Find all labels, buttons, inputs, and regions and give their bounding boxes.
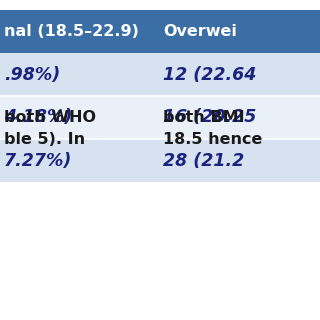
Text: both WHO: both WHO <box>4 110 96 125</box>
Text: 7.27%): 7.27%) <box>4 151 72 170</box>
Text: .98%): .98%) <box>4 66 60 84</box>
Bar <box>0 96 320 139</box>
Text: 12 (22.64: 12 (22.64 <box>163 66 256 84</box>
Bar <box>0 53 320 96</box>
Text: 16 (20.25: 16 (20.25 <box>163 108 256 126</box>
Bar <box>0 139 320 182</box>
Text: 18.5 hence: 18.5 hence <box>163 132 262 147</box>
Text: nal (18.5–22.9): nal (18.5–22.9) <box>4 24 139 39</box>
Text: both BMI: both BMI <box>163 110 244 125</box>
Bar <box>0 10 320 53</box>
Text: 28 (21.2: 28 (21.2 <box>163 151 244 170</box>
Text: 4.18%): 4.18%) <box>4 108 72 126</box>
Text: ble 5). In: ble 5). In <box>4 132 85 147</box>
Text: Overwei: Overwei <box>163 24 237 39</box>
